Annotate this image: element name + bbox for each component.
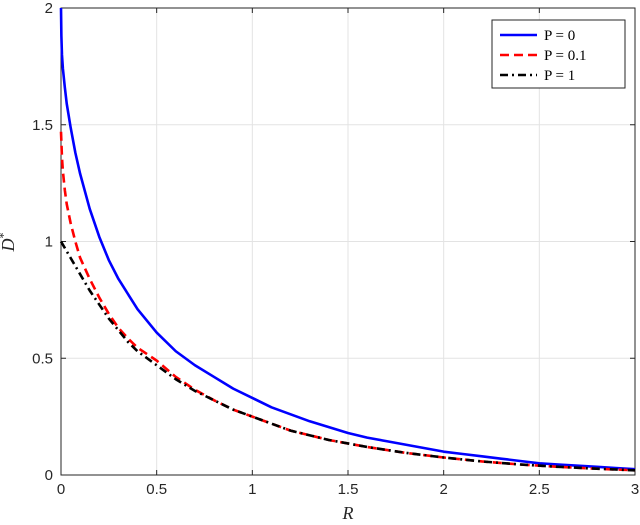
x-tick-label: 1.5 <box>338 481 359 498</box>
x-tick-label: 1 <box>248 481 256 498</box>
legend: P = 0 P = 0.1 P = 1 <box>491 19 626 89</box>
tick-labels: 0 0.5 1 1.5 2 2.5 3 0 0.5 1 1.5 2 <box>32 0 639 498</box>
y-tick-label: 0.5 <box>32 350 53 367</box>
y-tick-label: 0 <box>45 467 53 484</box>
y-axis-title: D* <box>0 233 18 253</box>
series-line-1 <box>59 7 636 471</box>
y-axis-title-superscript: * <box>0 233 10 239</box>
x-axis-title: R <box>342 503 354 523</box>
x-tick-label: 3 <box>631 481 639 498</box>
series-line-2 <box>59 131 636 472</box>
y-axis-title-main: D <box>0 239 18 253</box>
legend-label-1: P = 0 <box>544 28 575 44</box>
y-tick-label: 2 <box>45 0 53 17</box>
legend-label-3: P = 1 <box>544 68 575 84</box>
x-tick-label: 0.5 <box>146 481 167 498</box>
series-line-3 <box>59 240 636 472</box>
series-lines <box>59 7 636 472</box>
x-tick-label: 2 <box>439 481 447 498</box>
legend-label-2: P = 0.1 <box>544 48 587 64</box>
y-tick-label: 1 <box>45 234 53 251</box>
y-tick-label: 1.5 <box>32 117 53 134</box>
y-axis-title-group: D* <box>0 233 18 253</box>
x-tick-label: 0 <box>57 481 65 498</box>
x-tick-label: 2.5 <box>529 481 550 498</box>
